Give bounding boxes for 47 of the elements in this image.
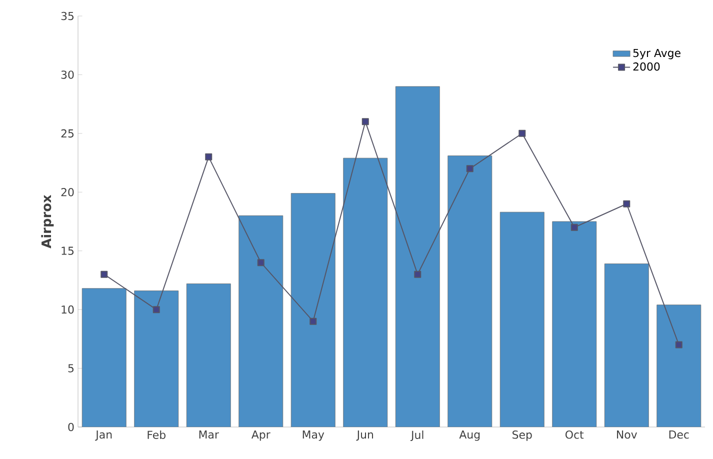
- point: [205, 153, 212, 160]
- y-tick-label: 0: [68, 422, 74, 432]
- x-tick-label: Nov: [617, 430, 637, 439]
- x-tick-label: May: [302, 430, 324, 441]
- point: [466, 165, 474, 172]
- bar: [552, 221, 597, 427]
- bar: [238, 215, 284, 427]
- bar: [82, 288, 126, 427]
- y-tick-label: 30: [61, 70, 74, 79]
- bar: [290, 193, 336, 427]
- point: [570, 224, 578, 231]
- point: [257, 259, 264, 266]
- y-tick-label: 35: [61, 12, 74, 20]
- y-tick-label: 25: [61, 129, 74, 138]
- y-tick-label: 20: [61, 188, 74, 196]
- bar: [604, 264, 649, 427]
- x-tick-label: Apr: [251, 430, 270, 441]
- point: [152, 306, 160, 314]
- bar: [186, 284, 231, 427]
- x-tick-label: Dec: [669, 430, 689, 439]
- point: [675, 341, 682, 348]
- y-tick-label: 15: [62, 246, 74, 255]
- x-tick-label: Jun: [356, 430, 374, 441]
- x-tick-label: Jul: [410, 430, 424, 442]
- point: [414, 270, 422, 278]
- bar: [656, 304, 702, 427]
- legend-label: 2000: [633, 62, 660, 71]
- x-tick-label: Aug: [459, 430, 480, 441]
- x-tick-label: Jan: [95, 430, 112, 441]
- y-axis-title: Airprox: [41, 194, 54, 248]
- point: [623, 200, 630, 208]
- point: [362, 118, 369, 126]
- bar: [343, 158, 388, 427]
- x-tick-label: Oct: [566, 430, 584, 439]
- x-tick-label: Mar: [199, 430, 219, 439]
- bar: [500, 212, 544, 427]
- point: [310, 318, 317, 325]
- legend-label: 5yr Avge: [633, 48, 680, 60]
- x-tick-label: Feb: [148, 430, 166, 439]
- y-tick-label: 5: [68, 364, 74, 372]
- x-tick-label: Sep: [512, 430, 532, 441]
- bar: [395, 86, 440, 427]
- point: [518, 130, 526, 137]
- point: [100, 270, 108, 278]
- bar: [448, 156, 492, 427]
- bar: [134, 290, 179, 427]
- y-tick-label: 10: [62, 305, 74, 314]
